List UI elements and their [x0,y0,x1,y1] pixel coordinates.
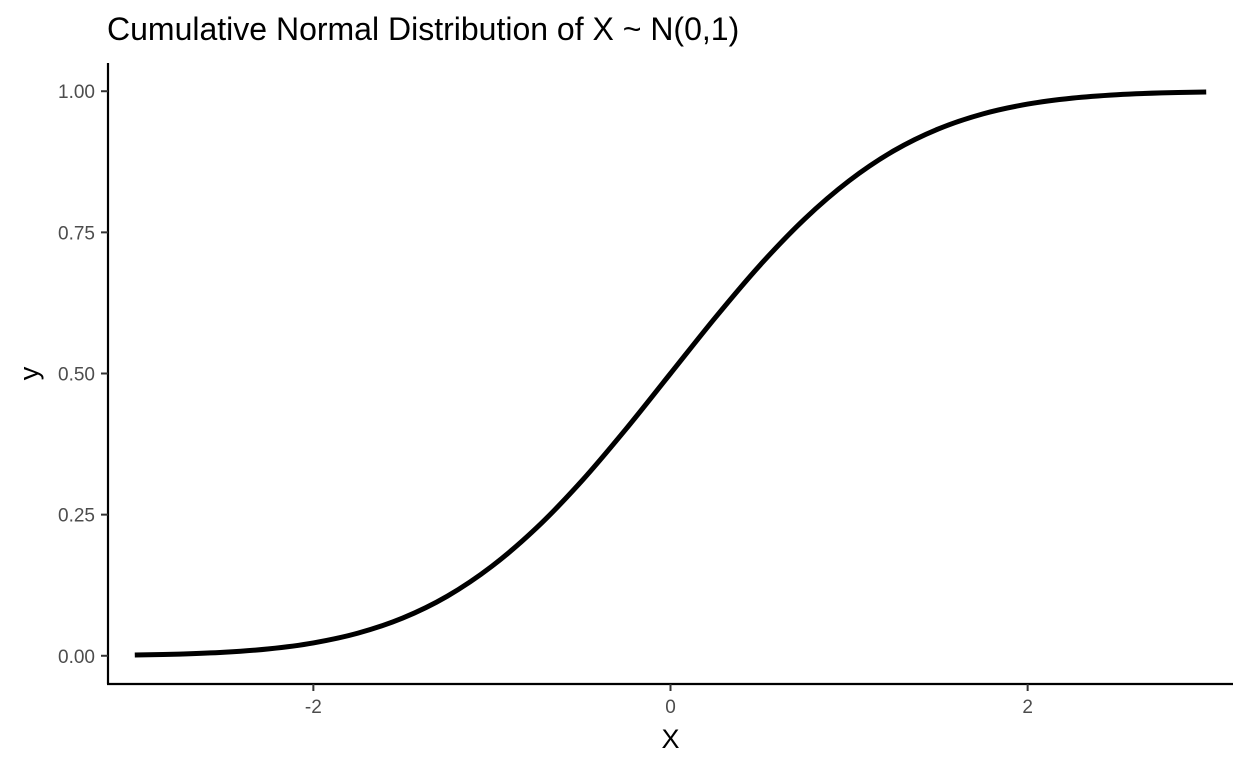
x-axis-title: X [661,724,679,754]
x-tick-label: -2 [305,697,322,718]
y-axis-ticks: 0.00 0.25 0.50 0.75 1.00 [58,82,108,668]
x-tick-label: 2 [1022,697,1033,718]
y-tick-label: 0.75 [58,223,95,244]
y-tick-label: 0.25 [58,506,95,527]
y-tick-label: 0.50 [58,365,95,386]
x-tick-label: 0 [665,697,676,718]
y-axis-title: y [14,366,44,380]
plot-area [134,89,1207,658]
cdf-line [134,89,1207,658]
x-axis-ticks: -2 0 2 [305,684,1033,718]
y-tick-label: 0.00 [58,647,95,668]
chart-title: Cumulative Normal Distribution of X ~ N(… [107,11,739,47]
y-tick-label: 1.00 [58,82,95,103]
